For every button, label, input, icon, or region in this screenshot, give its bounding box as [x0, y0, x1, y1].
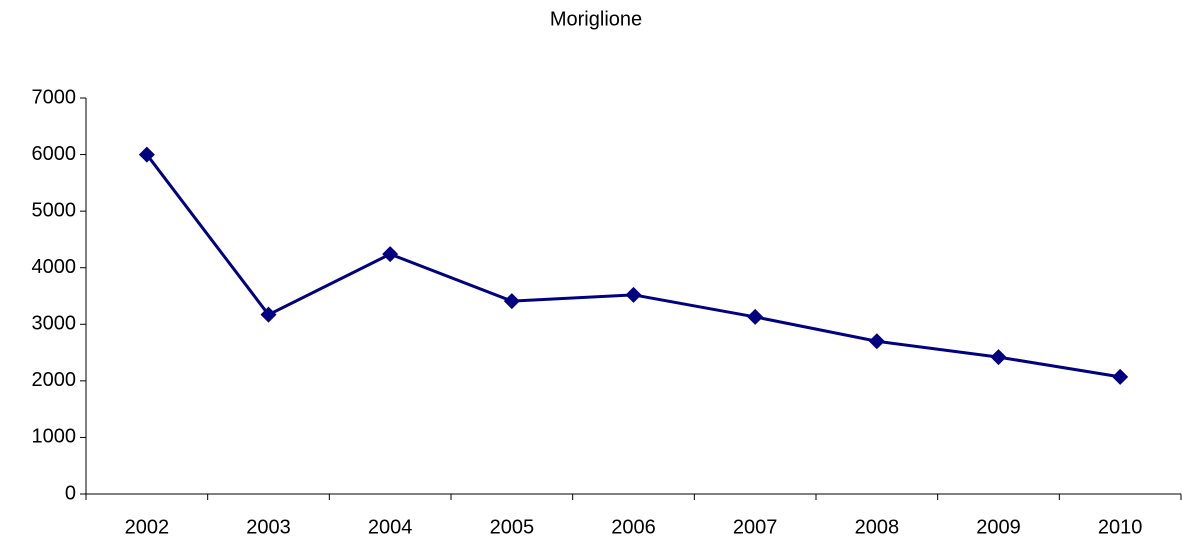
x-tick-label: 2007 — [733, 516, 778, 538]
x-tick-label: 2004 — [368, 516, 413, 538]
line-series — [145, 153, 1121, 379]
marker — [747, 308, 764, 325]
y-tick-label: 1000 — [32, 426, 77, 448]
y-tick-label: 0 — [65, 482, 76, 504]
y-tick-label: 2000 — [32, 369, 77, 391]
marker — [1112, 368, 1129, 385]
marker — [382, 246, 399, 263]
x-tick-label: 2005 — [490, 516, 535, 538]
y-tick-label: 5000 — [32, 199, 77, 221]
y-tick-label: 4000 — [32, 256, 77, 278]
x-tick-label: 2003 — [246, 516, 291, 538]
marker — [138, 146, 155, 163]
x-tick-label: 2008 — [855, 516, 900, 538]
marker — [260, 306, 277, 323]
chart-title: Moriglione — [550, 8, 642, 30]
marker — [503, 293, 520, 310]
marker — [868, 333, 885, 350]
y-tick-label: 6000 — [32, 143, 77, 165]
marker — [625, 286, 642, 303]
x-tick-label: 2009 — [976, 516, 1021, 538]
y-tick-label: 3000 — [32, 313, 77, 335]
x-tick-label: 2002 — [125, 516, 170, 538]
x-tick-label: 2006 — [611, 516, 656, 538]
marker — [990, 349, 1007, 366]
y-tick-label: 7000 — [32, 86, 77, 108]
x-tick-label: 2010 — [1098, 516, 1143, 538]
